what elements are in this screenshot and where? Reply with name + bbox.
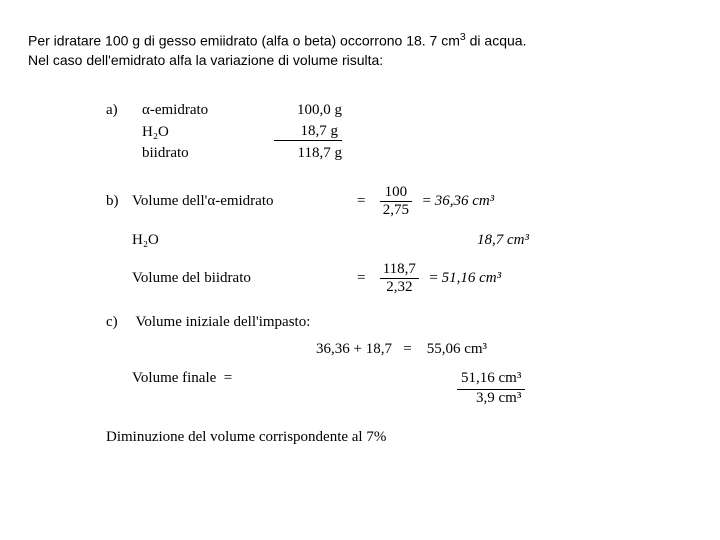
part-c-label: c) [106, 314, 132, 331]
a-r3-val: 118,7 g [262, 143, 352, 164]
b-eq2-frac: 118,7 2,32 [377, 261, 422, 297]
b-eq1-frac: 100 2,75 [377, 184, 415, 220]
b-eq2-label: Volume del biidrato [132, 270, 357, 287]
b-eq1-den: 2,75 [380, 202, 412, 219]
c-vf-label: Volume finale [132, 370, 216, 386]
part-a-label: a) [106, 100, 142, 121]
c-final-stack: 51,16 cm³ 3,9 cm³ [457, 370, 525, 407]
a-r2-name: H₂O [142, 121, 262, 143]
c-sum-res: 55,06 cm³ [427, 341, 487, 357]
part-b: b) Volume dell'α-emidrato = 100 2,75 = 3… [106, 184, 666, 296]
b-eq1-num: 100 [380, 184, 412, 202]
b-eq2-num: 118,7 [380, 261, 419, 279]
c-title: Volume iniziale dell'impasto: [135, 314, 310, 330]
part-a: a) α-emidrato 100,0 g H₂O 18,7 g biidrat… [106, 100, 666, 164]
b-eq1-label: Volume dell'α-emidrato [132, 193, 357, 210]
intro-line2: Nel caso dell'emidrato alfa la variazion… [28, 52, 383, 68]
part-c: c) Volume iniziale dell'impasto: 36,36 +… [106, 314, 666, 407]
b-eq1-res: 36,36 cm³ [435, 193, 495, 210]
a-r2-val: 18,7 g [274, 123, 342, 141]
content-area: a) α-emidrato 100,0 g H₂O 18,7 g biidrat… [106, 100, 666, 446]
closing-line: Diminuzione del volume corrispondente al… [106, 429, 666, 446]
c-sum-lhs: 36,36 + 18,7 [316, 341, 392, 357]
intro-line1b: di acqua. [466, 33, 527, 49]
b-h2o-val: 18,7 cm³ [477, 232, 529, 249]
intro-text: Per idratare 100 g di gesso emiidrato (a… [28, 30, 688, 69]
part-b-label: b) [106, 193, 132, 210]
intro-line1a: Per idratare 100 g di gesso emiidrato (a… [28, 33, 460, 49]
a-r1-name: α-emidrato [142, 100, 262, 121]
b-h2o-label: H₂O [132, 232, 357, 249]
c-diff-val: 3,9 cm³ [457, 390, 525, 407]
a-r3-name: biidrato [142, 143, 262, 164]
b-eq2-den: 2,32 [380, 279, 419, 296]
b-eq2-res: 51,16 cm³ [442, 270, 502, 287]
a-r1-val: 100,0 g [262, 100, 352, 121]
c-vf-val: 51,16 cm³ [457, 370, 525, 390]
